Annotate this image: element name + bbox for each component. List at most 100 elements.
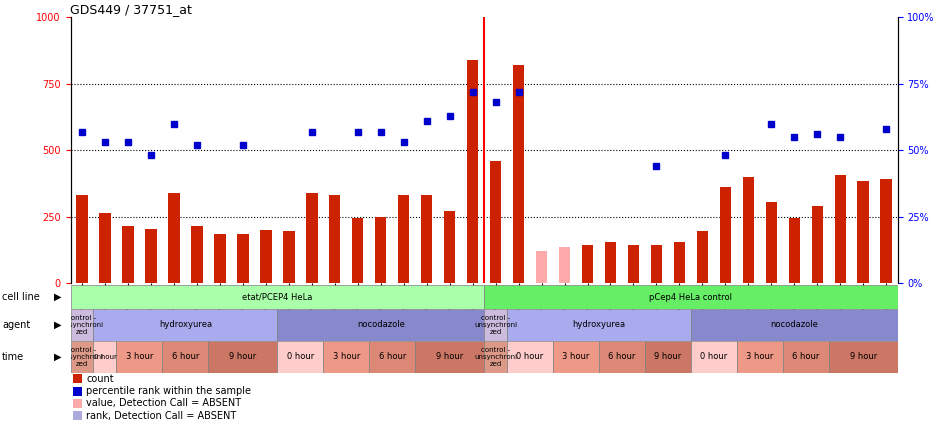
Text: 3 hour: 3 hour <box>746 352 774 361</box>
Bar <box>467 60 478 283</box>
Bar <box>558 248 571 283</box>
Text: control -
unsynchroni
zed: control - unsynchroni zed <box>60 347 103 367</box>
Text: ▶: ▶ <box>54 320 61 330</box>
Bar <box>507 309 691 341</box>
Bar <box>835 176 846 283</box>
Bar <box>599 341 645 373</box>
Bar <box>720 187 731 283</box>
Text: count: count <box>86 374 114 384</box>
Text: 6 hour: 6 hour <box>379 352 406 361</box>
Text: agent: agent <box>2 320 30 330</box>
Bar <box>122 226 133 283</box>
Bar <box>536 251 547 283</box>
Text: 0 hour: 0 hour <box>93 354 117 360</box>
Text: rank, Detection Call = ABSENT: rank, Detection Call = ABSENT <box>86 411 237 420</box>
Bar <box>375 217 386 283</box>
Bar <box>398 196 410 283</box>
Text: nocodazole: nocodazole <box>357 320 404 329</box>
Text: 9 hour: 9 hour <box>229 352 257 361</box>
Bar <box>513 65 525 283</box>
Bar <box>645 341 691 373</box>
Text: ▶: ▶ <box>54 292 61 302</box>
Bar <box>214 234 226 283</box>
Text: control -
unsynchroni
zed: control - unsynchroni zed <box>474 347 517 367</box>
Bar <box>789 218 800 283</box>
Text: etat/PCEP4 HeLa: etat/PCEP4 HeLa <box>243 293 312 302</box>
Bar <box>277 309 484 341</box>
Bar <box>209 341 277 373</box>
Bar <box>691 341 737 373</box>
Bar <box>70 309 93 341</box>
Text: pCep4 HeLa control: pCep4 HeLa control <box>650 293 732 302</box>
Bar <box>260 230 272 283</box>
Text: 0 hour: 0 hour <box>700 352 728 361</box>
Bar <box>582 245 593 283</box>
Bar <box>70 285 484 309</box>
Text: 9 hour: 9 hour <box>850 352 877 361</box>
Bar <box>811 206 823 283</box>
Bar <box>674 242 685 283</box>
Text: ▶: ▶ <box>54 352 61 362</box>
Bar <box>76 196 87 283</box>
Bar <box>168 193 180 283</box>
Bar <box>352 218 364 283</box>
Bar <box>604 242 617 283</box>
Text: 6 hour: 6 hour <box>172 352 199 361</box>
Bar <box>650 245 662 283</box>
Bar <box>444 211 455 283</box>
Bar <box>70 341 93 373</box>
Bar <box>881 179 892 283</box>
Bar <box>72 374 82 383</box>
Bar <box>553 341 599 373</box>
Bar <box>765 202 777 283</box>
Text: 9 hour: 9 hour <box>436 352 463 361</box>
Bar <box>100 213 111 283</box>
Bar <box>484 285 898 309</box>
Bar <box>484 341 507 373</box>
Text: 0 hour: 0 hour <box>287 352 314 361</box>
Bar <box>117 341 163 373</box>
Bar <box>743 177 754 283</box>
Text: value, Detection Call = ABSENT: value, Detection Call = ABSENT <box>86 398 242 409</box>
Text: cell line: cell line <box>2 292 39 302</box>
Text: control -
unsynchroni
zed: control - unsynchroni zed <box>474 315 517 335</box>
Bar <box>191 226 203 283</box>
Bar <box>691 309 898 341</box>
Text: control -
unsynchroni
zed: control - unsynchroni zed <box>60 315 103 335</box>
Bar <box>369 341 415 373</box>
Bar <box>145 229 157 283</box>
Bar <box>829 341 898 373</box>
Text: 3 hour: 3 hour <box>333 352 360 361</box>
Bar <box>783 341 829 373</box>
Text: 9 hour: 9 hour <box>654 352 682 361</box>
Text: time: time <box>2 352 24 362</box>
Text: nocodazole: nocodazole <box>771 320 818 329</box>
Bar <box>72 399 82 408</box>
Bar <box>323 341 369 373</box>
Bar <box>857 181 869 283</box>
Text: 6 hour: 6 hour <box>608 352 635 361</box>
Bar <box>421 196 432 283</box>
Text: 3 hour: 3 hour <box>562 352 589 361</box>
Bar <box>697 231 708 283</box>
Bar <box>93 309 277 341</box>
Bar <box>72 411 82 420</box>
Text: percentile rank within the sample: percentile rank within the sample <box>86 386 251 396</box>
Bar <box>507 341 553 373</box>
Text: GDS449 / 37751_at: GDS449 / 37751_at <box>70 3 193 16</box>
Text: hydroxyurea: hydroxyurea <box>159 320 212 329</box>
Bar <box>93 341 117 373</box>
Text: hydroxyurea: hydroxyurea <box>572 320 625 329</box>
Bar <box>737 341 783 373</box>
Bar <box>277 341 323 373</box>
Text: 6 hour: 6 hour <box>792 352 820 361</box>
Text: 3 hour: 3 hour <box>126 352 153 361</box>
Bar <box>490 161 501 283</box>
Bar <box>415 341 484 373</box>
Bar <box>484 309 507 341</box>
Bar <box>72 387 82 395</box>
Bar <box>283 231 294 283</box>
Bar <box>237 234 248 283</box>
Bar <box>329 196 340 283</box>
Text: 0 hour: 0 hour <box>516 352 543 361</box>
